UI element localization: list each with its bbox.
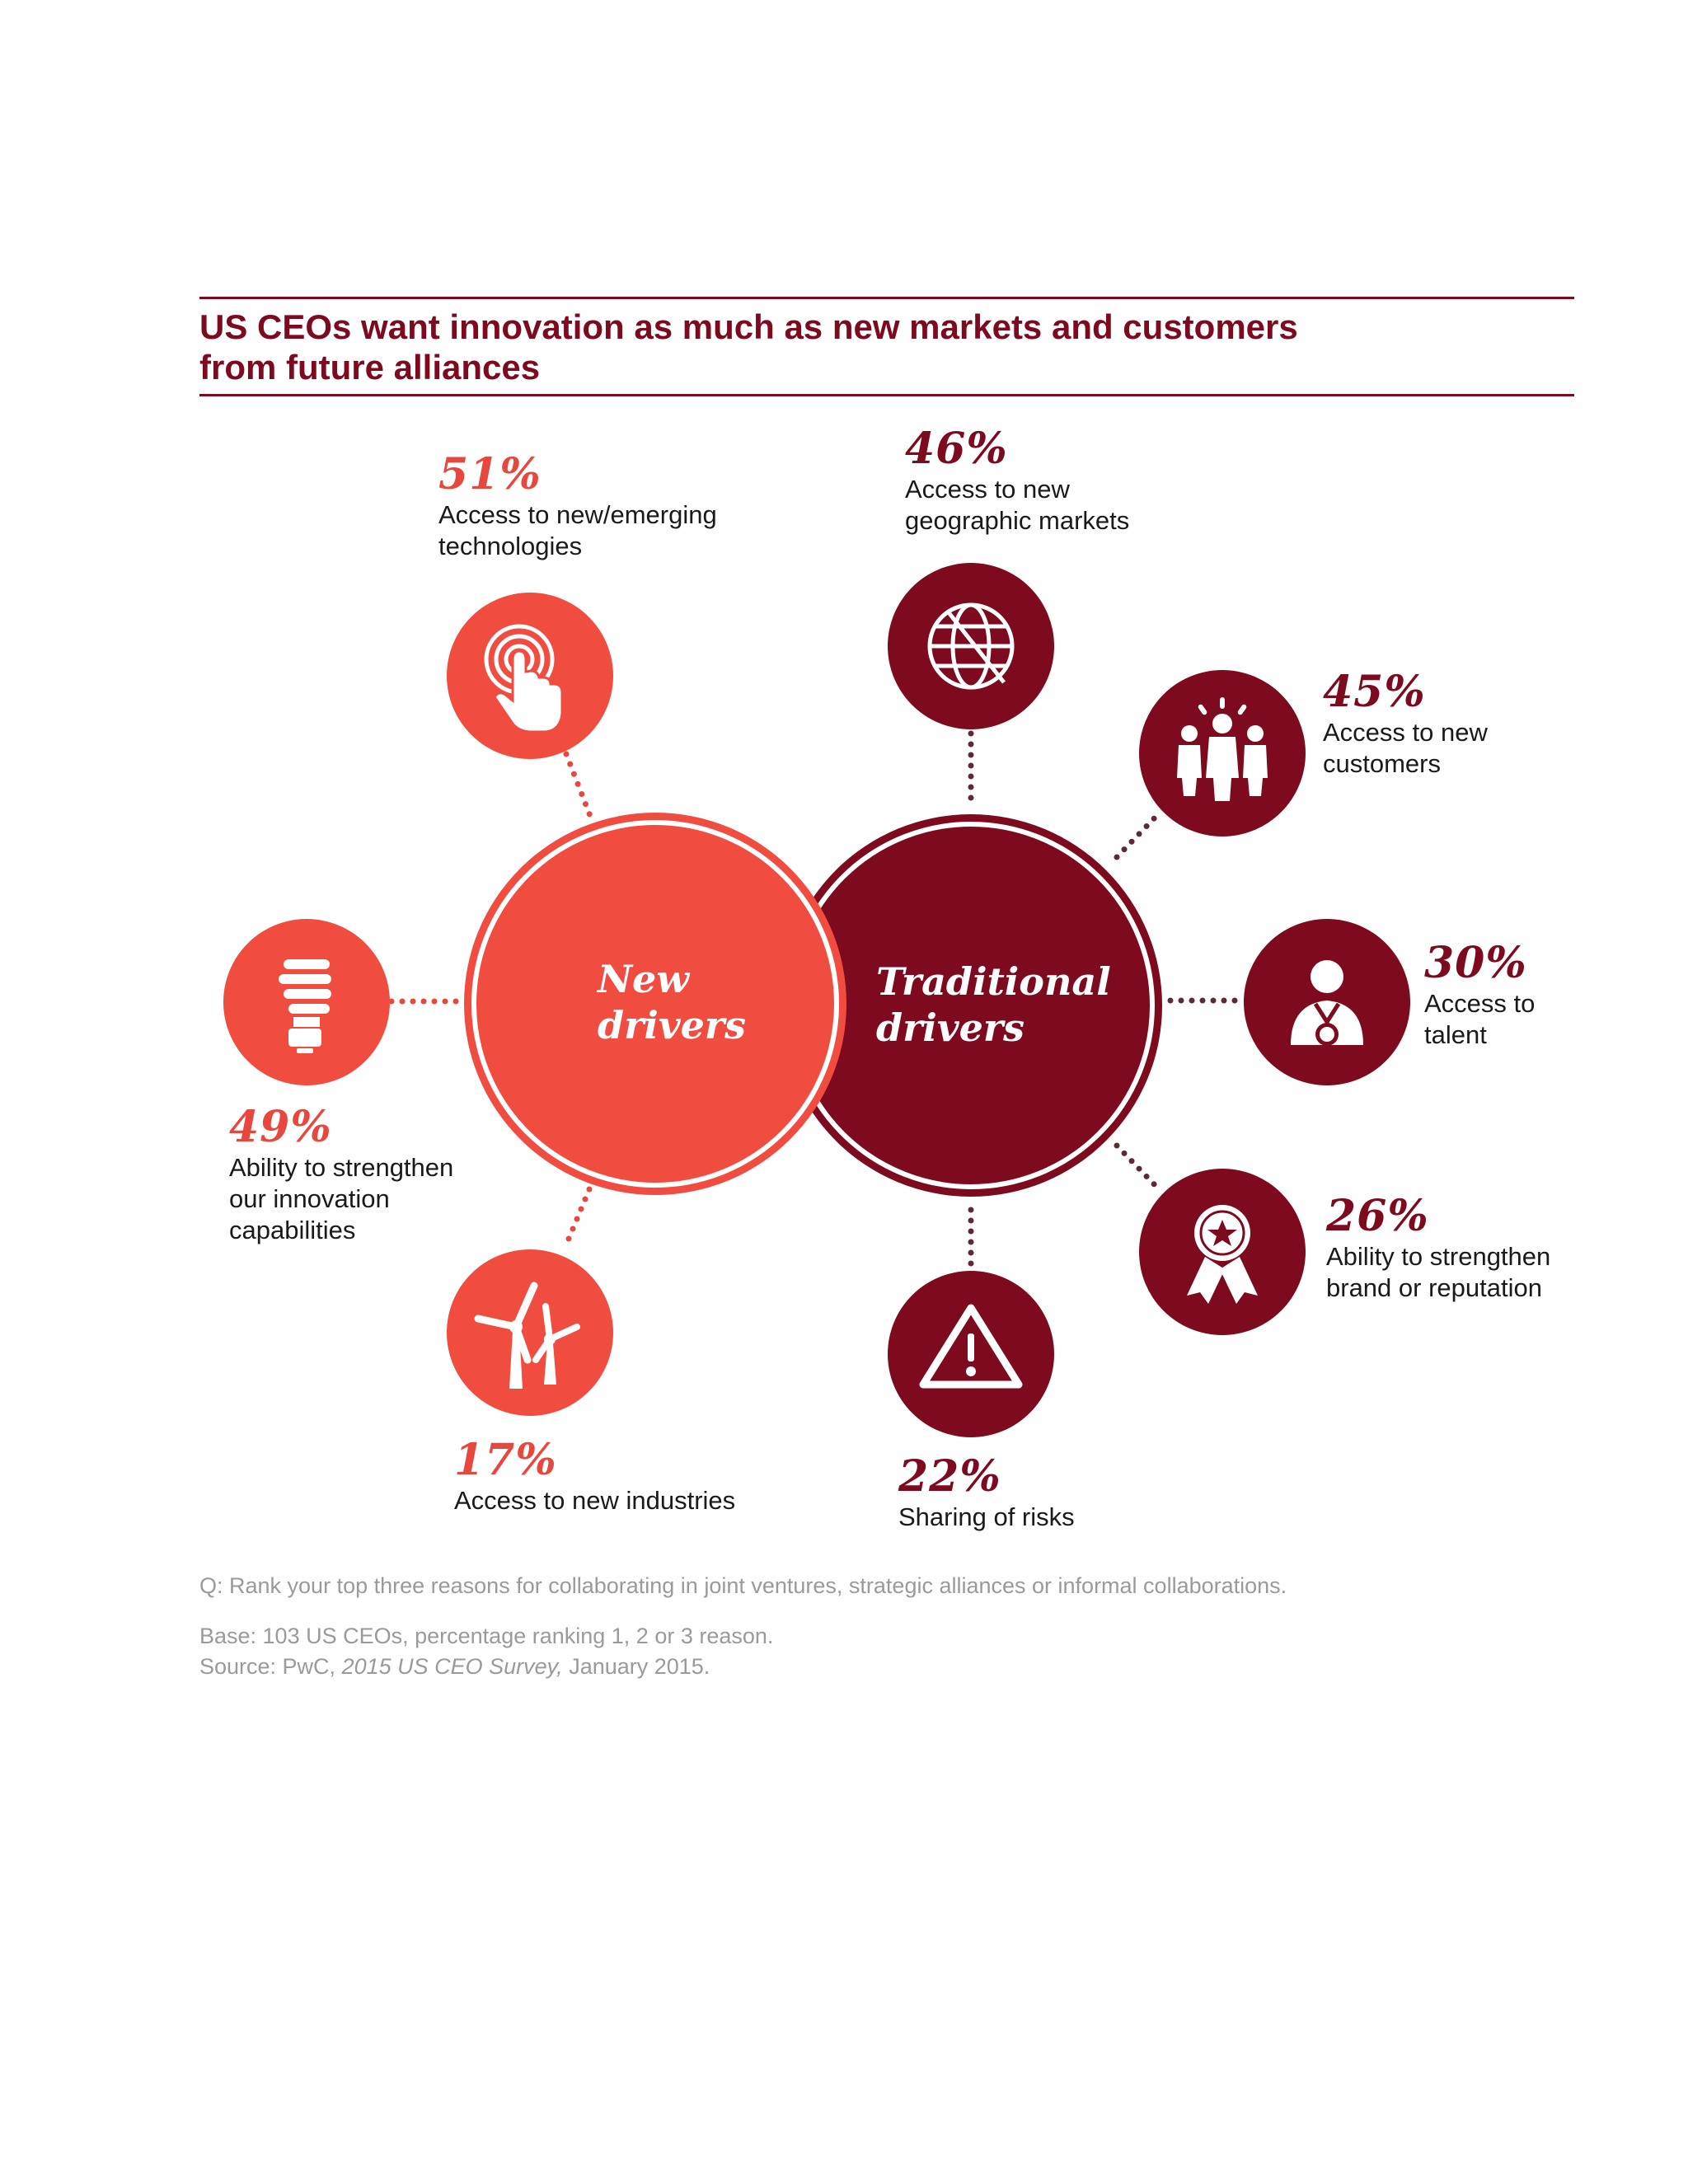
- driver-percent: 22%: [898, 1451, 1001, 1502]
- driver-description-line: Ability to strengthen: [1326, 1242, 1551, 1271]
- node-customers: [1139, 670, 1306, 837]
- driver-description-line: talent: [1424, 1020, 1487, 1049]
- driver-percent: 51%: [438, 449, 542, 499]
- driver-description-line: customers: [1323, 749, 1441, 778]
- touch-target-icon: [484, 624, 564, 733]
- driver-percent: 26%: [1326, 1191, 1429, 1241]
- title-bottom-rule: [199, 394, 1574, 396]
- node-innovation: [223, 919, 390, 1085]
- title-line-2: from future alliances: [199, 348, 541, 387]
- new-drivers-hub: [464, 813, 846, 1195]
- globe-icon: [927, 602, 1015, 690]
- new-drivers-label: New drivers: [598, 956, 746, 1048]
- driver-percent: 17%: [454, 1435, 557, 1485]
- driver-description-line: Access to new: [905, 475, 1070, 504]
- driver-description: Access to talent: [1424, 988, 1535, 1051]
- people-group-icon: [1177, 697, 1268, 801]
- source-suffix: January 2015.: [562, 1654, 710, 1679]
- driver-description-line: our innovation: [229, 1184, 390, 1213]
- driver-customers: 45% Access to new customers: [1323, 668, 1488, 780]
- node-risks: [888, 1271, 1054, 1437]
- driver-description-line: Access to: [1424, 989, 1536, 1018]
- driver-percent: 46%: [905, 424, 1008, 474]
- driver-risks: 22% Sharing of risks: [898, 1452, 1075, 1533]
- driver-description-line: technologies: [438, 532, 583, 560]
- warning-icon: [919, 1304, 1023, 1389]
- driver-description: Ability to strengthen brand or reputatio…: [1326, 1241, 1550, 1304]
- driver-description: Ability to strengthen our innovation cap…: [229, 1152, 453, 1246]
- survey-question-note: Q: Rank your top three reasons for colla…: [199, 1573, 1287, 1598]
- node-industries: [447, 1249, 613, 1416]
- driver-description: Sharing of risks: [898, 1502, 1075, 1533]
- new-drivers-line-1: New: [598, 957, 689, 1001]
- node-geo: [888, 563, 1054, 729]
- traditional-drivers-label: Traditional drivers: [876, 958, 1111, 1051]
- driver-new-tech: 51% Access to new/emerging technologies: [438, 450, 717, 562]
- driver-description-line: Access to new industries: [454, 1486, 736, 1515]
- driver-description: Access to new industries: [454, 1485, 735, 1516]
- award-ribbon-icon: [1187, 1205, 1258, 1304]
- traditional-drivers-line-1: Traditional: [876, 959, 1111, 1004]
- node-new-tech: [447, 593, 613, 759]
- driver-percent: 30%: [1424, 938, 1527, 988]
- new-drivers-line-2: drivers: [598, 1003, 747, 1047]
- driver-description-line: Access to new/emerging: [438, 500, 717, 529]
- driver-description: Access to new/emerging technologies: [438, 499, 717, 562]
- driver-talent: 30% Access to talent: [1424, 939, 1535, 1051]
- connector-customers: [1114, 808, 1164, 860]
- traditional-drivers-line-2: drivers: [876, 1005, 1025, 1050]
- wind-turbine-icon: [474, 1282, 580, 1389]
- driver-percent: 45%: [1323, 667, 1426, 717]
- node-talent: [1244, 919, 1410, 1085]
- driver-geo: 46% Access to new geographic markets: [905, 424, 1129, 537]
- page-title: US CEOs want innovation as much as new m…: [199, 307, 1559, 387]
- source-prefix: Source: PwC,: [199, 1654, 342, 1679]
- driver-description: Access to new customers: [1323, 717, 1488, 780]
- driver-innovation: 49% Ability to strengthen our innovation…: [229, 1103, 453, 1246]
- driver-description-line: geographic markets: [905, 506, 1130, 535]
- driver-description: Access to new geographic markets: [905, 474, 1129, 537]
- connector-industries: [561, 1186, 593, 1252]
- lightbulb-icon: [279, 959, 331, 1053]
- driver-description-line: Access to new: [1323, 718, 1488, 747]
- node-brand: [1139, 1169, 1306, 1335]
- driver-percent: 49%: [229, 1102, 332, 1152]
- connectors: [388, 730, 1246, 1272]
- driver-industries: 17% Access to new industries: [454, 1436, 735, 1516]
- driver-description-line: brand or reputation: [1326, 1273, 1542, 1302]
- driver-description-line: Sharing of risks: [898, 1502, 1075, 1531]
- driver-description-line: Ability to strengthen: [229, 1153, 454, 1182]
- driver-brand: 26% Ability to strengthen brand or reput…: [1326, 1192, 1550, 1304]
- title-top-rule: [199, 297, 1574, 299]
- title-line-1: US CEOs want innovation as much as new m…: [199, 307, 1298, 346]
- connector-brand: [1114, 1142, 1164, 1194]
- connector-new-tech: [563, 751, 595, 823]
- source-title: 2015 US CEO Survey,: [341, 1654, 563, 1679]
- source-note: Source: PwC, 2015 US CEO Survey, January…: [199, 1652, 710, 1682]
- medal-person-icon: [1291, 960, 1363, 1046]
- base-note: Base: 103 US CEOs, percentage ranking 1,…: [199, 1624, 774, 1648]
- driver-description-line: capabilities: [229, 1216, 356, 1244]
